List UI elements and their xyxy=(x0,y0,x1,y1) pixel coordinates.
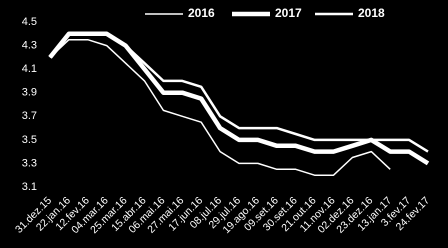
y-tick-label: 3.7 xyxy=(22,110,37,122)
series-line xyxy=(49,38,391,176)
series-line xyxy=(48,31,430,166)
y-tick-label: 3.1 xyxy=(22,181,37,193)
y-tick-label: 3.5 xyxy=(22,134,37,146)
legend-label: 2017 xyxy=(275,6,302,20)
y-tick-label: 3.3 xyxy=(22,157,37,169)
y-tick-label: 4.5 xyxy=(22,16,37,28)
y-tick-label: 4.1 xyxy=(22,63,37,75)
y-tick-label: 3.9 xyxy=(22,87,37,99)
legend-label: 2016 xyxy=(188,6,215,20)
legend-label: 2018 xyxy=(358,6,385,20)
y-tick-label: 4.3 xyxy=(22,39,37,51)
series-line xyxy=(49,32,429,153)
